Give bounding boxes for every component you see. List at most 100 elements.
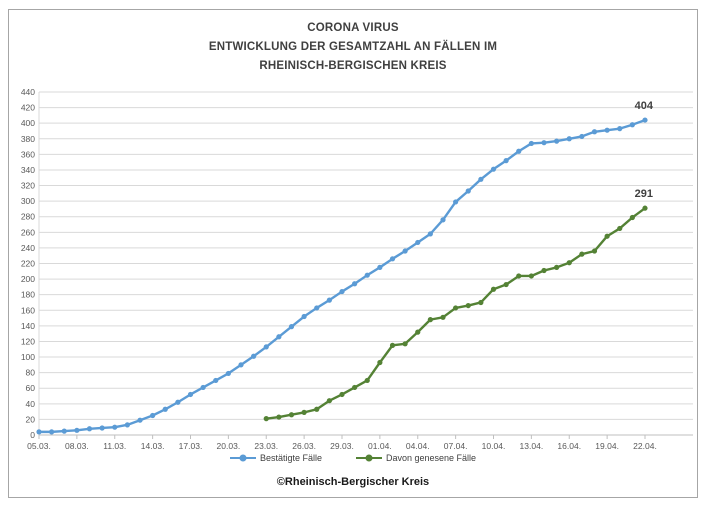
data-point: [490, 286, 497, 292]
data-point: [137, 417, 143, 423]
x-axis-tick-label: 07.04.: [444, 441, 468, 451]
data-point: [617, 225, 623, 232]
x-axis-tick-label: 08.03.: [65, 441, 89, 451]
data-point: [61, 428, 67, 434]
y-axis-tick-label: 120: [21, 336, 35, 346]
data-point: [352, 281, 358, 287]
x-axis-tick-label: 22.04.: [633, 441, 657, 451]
data-point: [339, 391, 345, 398]
x-axis-tick-label: 04.04.: [406, 441, 430, 451]
data-point: [629, 214, 635, 221]
data-point: [617, 126, 623, 132]
data-point: [566, 136, 572, 142]
data-point: [276, 414, 282, 420]
data-point: [225, 370, 231, 377]
data-point: [465, 188, 471, 194]
x-axis-tick-label: 11.03.: [103, 441, 126, 451]
confirmed-end-value-label: 404: [635, 100, 654, 112]
data-point: [288, 412, 295, 418]
data-point: [415, 329, 421, 335]
data-point: [427, 317, 433, 323]
y-axis-tick-label: 320: [21, 181, 35, 191]
y-axis-tick-label: 60: [26, 383, 36, 393]
legend: Bestätigte Fälle Davon genesene Fälle: [9, 453, 697, 463]
y-axis-tick-label: 220: [21, 259, 35, 269]
data-point: [112, 424, 118, 430]
x-axis-tick-label: 14.03.: [141, 441, 165, 451]
y-axis-tick-label: 260: [21, 227, 35, 237]
legend-label-recovered: Davon genesene Fälle: [385, 453, 477, 463]
y-axis-tick-label: 40: [26, 399, 36, 409]
data-point: [415, 239, 421, 246]
data-point: [200, 384, 206, 391]
data-point: [604, 127, 610, 133]
y-axis-tick-label: 160: [21, 305, 35, 315]
y-axis-tick-label: 100: [21, 352, 35, 362]
data-point: [427, 231, 433, 237]
recovered-end-value-label: 291: [635, 188, 653, 200]
data-point: [478, 176, 484, 182]
data-point: [263, 344, 269, 350]
x-axis-tick-label: 29.03.: [330, 441, 354, 451]
data-point: [579, 133, 585, 140]
data-point: [591, 129, 598, 135]
data-point: [251, 353, 257, 359]
y-axis-tick-label: 20: [26, 414, 36, 424]
data-point: [490, 166, 497, 172]
y-axis-tick-label: 140: [21, 321, 35, 331]
data-point: [150, 412, 156, 419]
x-axis-tick-label: 16.04.: [557, 441, 581, 451]
data-point: [604, 233, 610, 239]
legend-item-recovered: Davon genesene Fälle: [355, 453, 477, 463]
data-point: [554, 264, 560, 270]
x-axis-tick-label: 10.04.: [482, 441, 506, 451]
y-axis-tick-label: 280: [21, 212, 35, 222]
x-axis-tick-label: 26.03.: [292, 441, 316, 451]
data-point: [36, 429, 42, 435]
data-point: [389, 342, 396, 348]
data-point: [541, 267, 547, 274]
legend-label-confirmed: Bestätigte Fälle: [259, 453, 322, 463]
data-point: [364, 377, 370, 384]
data-point: [642, 117, 648, 123]
recovered-cases-line: [266, 207, 646, 420]
chart-credit: ©Rheinisch-Bergischer Kreis: [276, 476, 430, 488]
y-axis-tick-label: 180: [21, 290, 35, 300]
data-point: [465, 302, 471, 309]
data-point: [74, 427, 80, 433]
x-axis-tick-label: 13.04.: [520, 441, 544, 451]
x-axis-tick-label: 05.03.: [27, 441, 51, 451]
data-point: [591, 248, 598, 254]
x-axis-tick-label: 20.03.: [217, 441, 241, 451]
data-point: [541, 140, 547, 146]
data-point: [314, 406, 320, 412]
data-point: [377, 264, 383, 270]
chart-title: CORONA VIRUS ENTWICKLUNG DER GESAMTZAHL …: [9, 19, 697, 76]
x-axis-tick-label: 19.04.: [595, 441, 619, 451]
data-point: [402, 341, 408, 347]
data-point: [503, 158, 509, 164]
y-axis-tick-label: 300: [21, 196, 35, 206]
data-point: [629, 122, 635, 128]
data-point: [314, 305, 320, 311]
data-point: [339, 288, 345, 295]
data-point: [162, 406, 168, 412]
y-axis-tick-label: 440: [21, 87, 35, 97]
data-point: [49, 429, 55, 435]
y-axis-tick-label: 360: [21, 149, 35, 159]
data-point: [516, 273, 522, 279]
data-point: [389, 256, 396, 262]
data-point: [187, 391, 194, 398]
data-point: [528, 140, 534, 147]
legend-item-confirmed: Bestätigte Fälle: [229, 453, 322, 463]
chart-title-line1: CORONA VIRUS: [307, 22, 399, 34]
recovered-series-marker-icon: [355, 456, 382, 460]
y-axis-tick-label: 340: [21, 165, 35, 175]
y-axis-tick-label: 80: [26, 368, 36, 378]
data-point: [554, 138, 560, 144]
chart-title-line2: ENTWICKLUNG DER GESAMTZAHL AN FÄLLEN IM: [208, 41, 498, 53]
data-point: [326, 297, 332, 303]
data-point: [124, 422, 130, 428]
data-point: [276, 334, 282, 340]
